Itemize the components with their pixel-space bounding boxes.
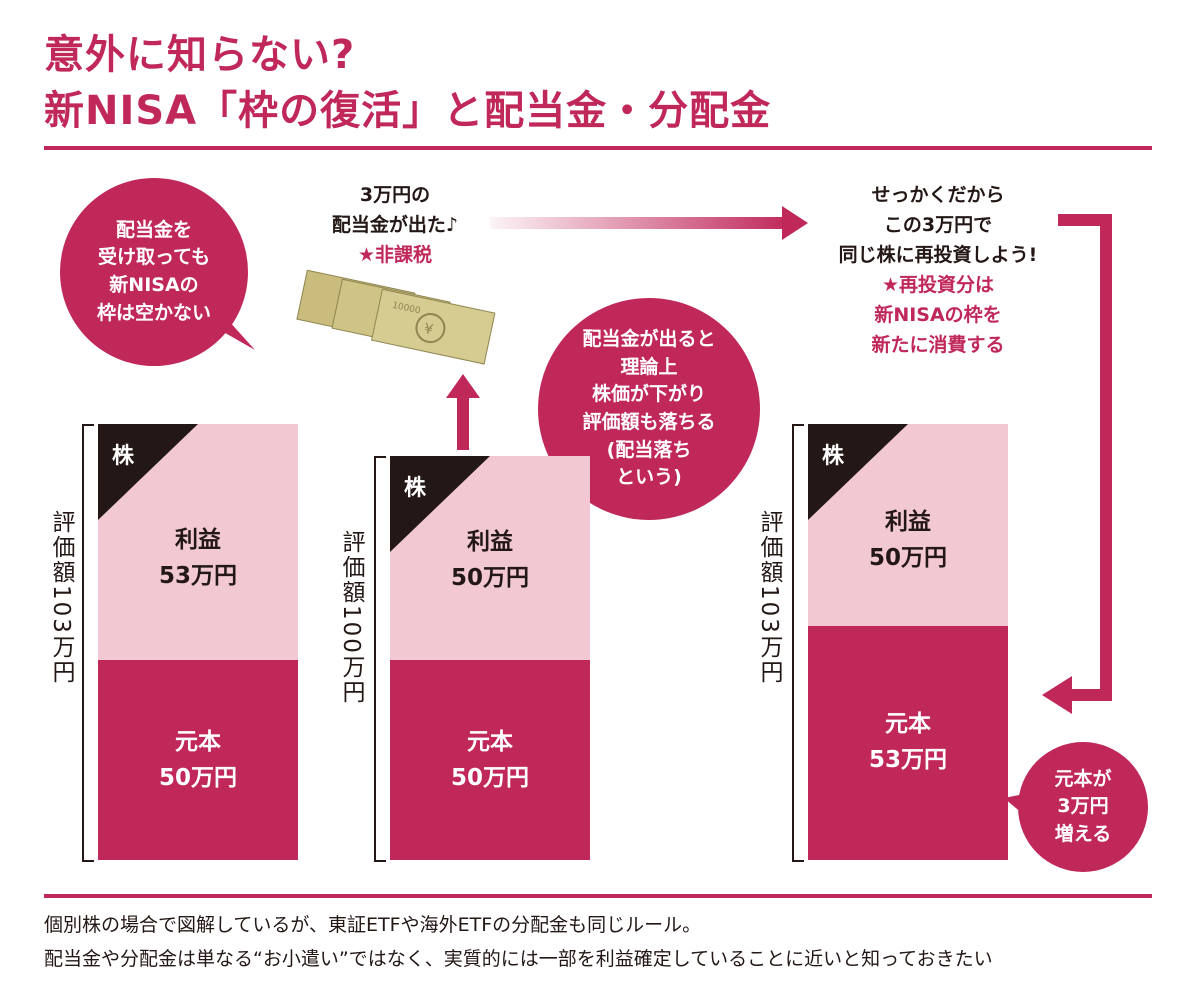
bubble-frame-not-freed: 配当金を 受け取っても 新NISAの 枠は空かない bbox=[60, 178, 248, 366]
right-arrow-icon bbox=[490, 206, 808, 240]
reinvest-line: 同じ株に再投資しよう! bbox=[838, 244, 1038, 266]
bar-bracket-3 bbox=[792, 424, 804, 862]
profit-amount: 53万円 bbox=[158, 563, 237, 589]
bubble-right-tail bbox=[1004, 792, 1034, 820]
profit-text: 利益 50万円 bbox=[808, 504, 1008, 576]
principal-label: 元本 bbox=[885, 711, 931, 737]
bubble-left-tail bbox=[210, 300, 255, 350]
principal-amount: 50万円 bbox=[450, 765, 529, 791]
title-line-1: 意外に知らない? bbox=[44, 32, 356, 78]
principal-label: 元本 bbox=[175, 729, 221, 755]
bubble-left-line: 受け取っても bbox=[97, 246, 211, 269]
profit-label: 利益 bbox=[885, 509, 931, 535]
dividend-callout: 3万円の 配当金が出た♪ ★非課税 bbox=[300, 180, 490, 270]
top-rule bbox=[44, 146, 1152, 150]
bubble-principal-increase: 元本が 3万円 増える bbox=[1018, 742, 1148, 872]
bubble-right-line: 元本が bbox=[1054, 767, 1112, 790]
profit-label: 利益 bbox=[175, 527, 221, 553]
tax-free-note: ★非課税 bbox=[357, 244, 433, 266]
dividend-callout-line: 配当金が出た♪ bbox=[331, 214, 459, 236]
stock-bar-2: 株 利益 50万円 元本 50万円 bbox=[390, 456, 590, 860]
valuation-label-2: 評価額100万円 bbox=[338, 530, 364, 705]
bubble-left-line: 配当金を bbox=[115, 218, 192, 241]
bar-bracket-2 bbox=[374, 456, 386, 862]
footer-line-1: 個別株の場合で図解しているが、東証ETFや海外ETFの分配金も同じルール。 bbox=[44, 914, 702, 936]
principal-segment bbox=[98, 660, 298, 860]
valuation-label-1: 評価額103万円 bbox=[48, 510, 74, 685]
stock-tag: 株 bbox=[822, 444, 845, 469]
principal-segment bbox=[390, 660, 590, 860]
bubble-middle-line: 評価額も落ちる bbox=[582, 411, 716, 433]
stock-tag-corner bbox=[390, 456, 490, 552]
principal-amount: 53万円 bbox=[868, 747, 947, 773]
profit-text: 利益 50万円 bbox=[390, 524, 590, 596]
bubble-left-line: 枠は空かない bbox=[96, 301, 211, 324]
reinvest-line: せっかくだから bbox=[871, 184, 1005, 206]
profit-text: 利益 53万円 bbox=[98, 522, 298, 594]
reinvest-note-line: 新NISAの枠を bbox=[874, 304, 1002, 326]
principal-text: 元本 50万円 bbox=[98, 724, 298, 796]
stock-tag: 株 bbox=[112, 444, 135, 469]
svg-text:¥: ¥ bbox=[422, 321, 434, 339]
stock-bar-1: 株 利益 53万円 元本 50万円 bbox=[98, 424, 298, 860]
footer-line-2: 配当金や分配金は単なる“お小遣い”ではなく、実質的には一部を利益確定していること… bbox=[44, 948, 993, 970]
principal-text: 元本 50万円 bbox=[390, 724, 590, 796]
stock-bar-3: 株 利益 50万円 元本 53万円 bbox=[808, 424, 1008, 860]
profit-amount: 50万円 bbox=[450, 565, 529, 591]
bubble-middle-line: 株価が下がり bbox=[591, 383, 706, 406]
bubble-right-line: 3万円 bbox=[1057, 795, 1109, 818]
principal-amount: 50万円 bbox=[158, 765, 237, 791]
bubble-middle-line: 配当金が出ると bbox=[582, 328, 716, 351]
title-line-2: 新NISA「枠の復活」と配当金・分配金 bbox=[44, 88, 772, 134]
profit-label: 利益 bbox=[467, 529, 513, 555]
reinvest-note-line: 新たに消費する bbox=[871, 334, 1005, 356]
bubble-middle-line: 理論上 bbox=[620, 355, 678, 378]
bar-bracket-1 bbox=[82, 424, 94, 862]
banknotes-icon: ¥ 10000 bbox=[296, 270, 496, 365]
reinvest-line: この3万円で bbox=[883, 214, 993, 236]
bubble-right-line: 増える bbox=[1054, 822, 1112, 845]
bracket-arrow-icon bbox=[1042, 214, 1112, 714]
bubble-left-line: 新NISAの bbox=[109, 274, 199, 296]
reinvest-note-line: ★再投資分は bbox=[881, 274, 995, 296]
reinvest-callout: せっかくだから この3万円で 同じ株に再投資しよう! ★再投資分は 新NISAの… bbox=[800, 180, 1076, 360]
stock-tag-corner bbox=[808, 424, 908, 520]
stock-tag: 株 bbox=[404, 476, 427, 501]
stock-tag-corner bbox=[98, 424, 198, 520]
bubble-middle-line: (配当落ち bbox=[606, 438, 692, 461]
principal-label: 元本 bbox=[467, 729, 513, 755]
principal-text: 元本 53万円 bbox=[808, 706, 1008, 778]
up-arrow-icon bbox=[446, 374, 480, 450]
bottom-rule bbox=[44, 894, 1152, 898]
dividend-callout-line: 3万円の bbox=[359, 184, 431, 206]
profit-amount: 50万円 bbox=[868, 545, 947, 571]
principal-segment bbox=[808, 626, 1008, 860]
bubble-middle-line: という) bbox=[616, 466, 682, 489]
valuation-label-3: 評価額103万円 bbox=[756, 510, 782, 685]
